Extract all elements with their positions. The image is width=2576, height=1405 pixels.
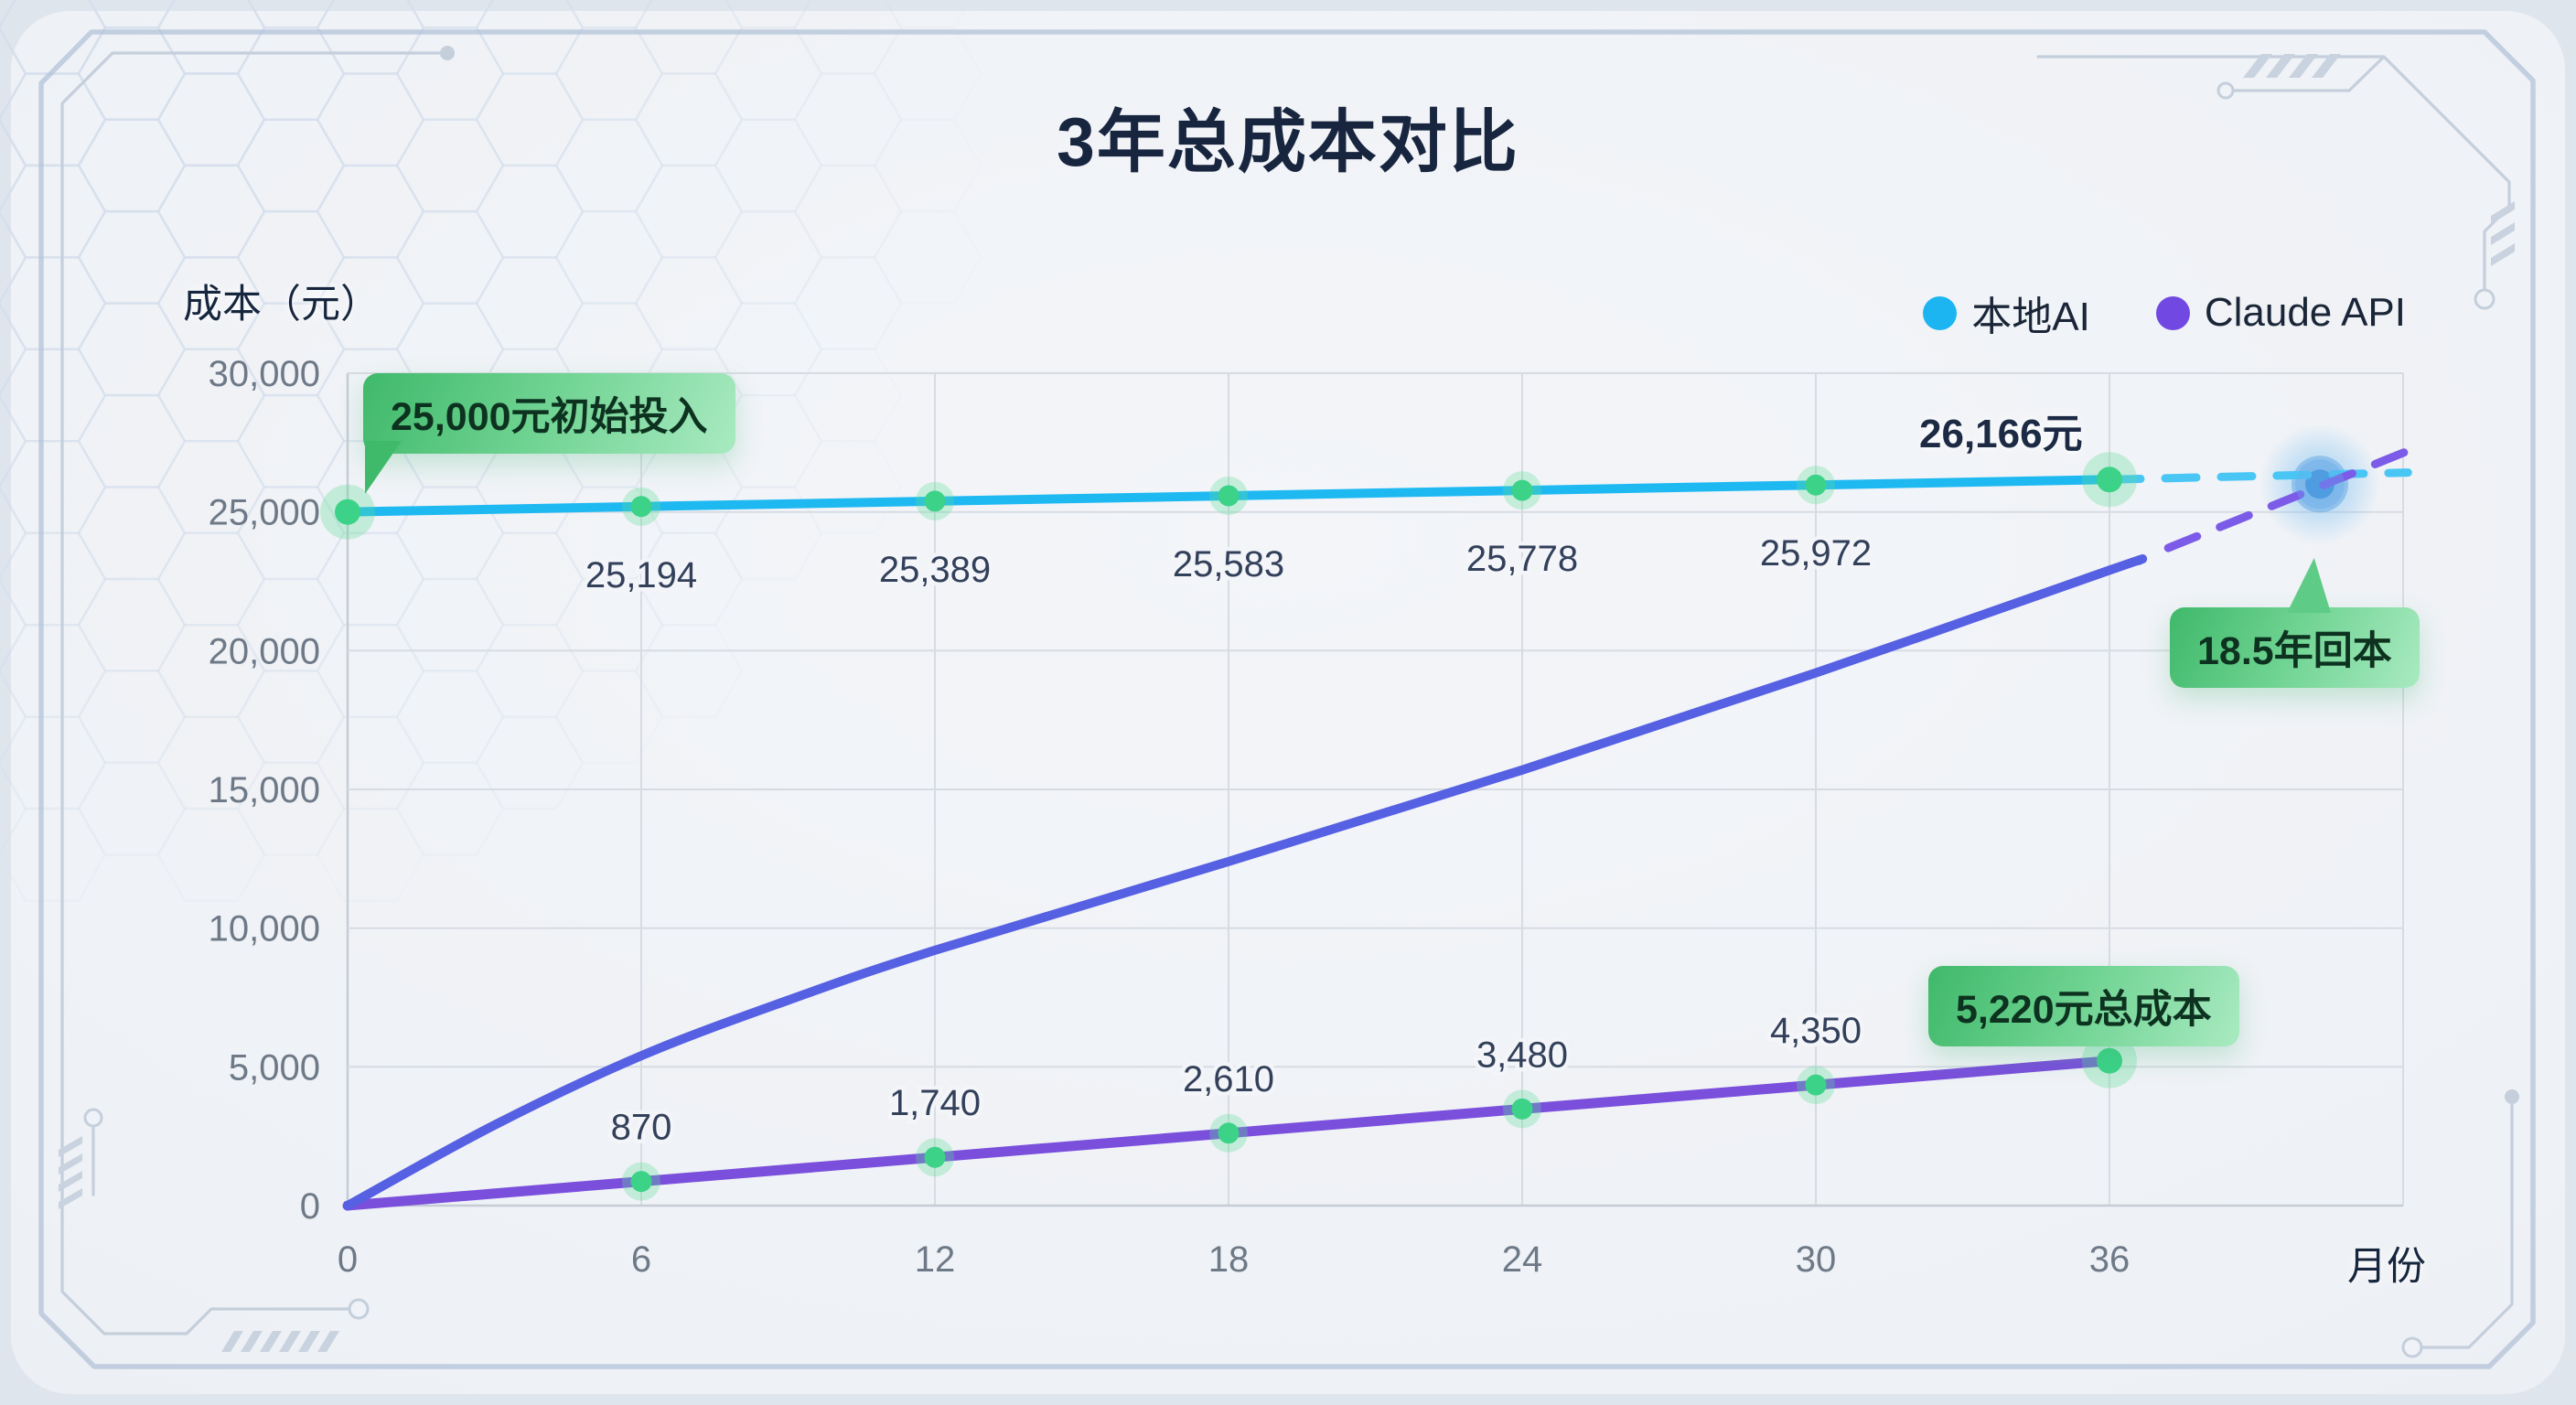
circuit-frame-outer	[38, 29, 2536, 1369]
x-tick-labels: 0 6 12 18 24 30 36	[338, 1239, 2130, 1280]
svg-text:3,480: 3,480	[1476, 1035, 1568, 1075]
legend-item-claude-api[interactable]: Claude API	[2155, 290, 2406, 336]
background-panel	[11, 11, 2565, 1394]
legend-label-local-ai: 本地AI	[1971, 295, 2090, 339]
series-line-2	[343, 554, 2147, 1210]
svg-text:4,350: 4,350	[1770, 1011, 1862, 1051]
svg-text:25,583: 25,583	[1173, 544, 1284, 585]
svg-text:6: 6	[631, 1239, 651, 1280]
annotation-api-total-cost: 5,220元总成本	[1928, 966, 2239, 1046]
legend-dot-local-ai-icon	[1923, 295, 1958, 330]
svg-text:2,610: 2,610	[1183, 1059, 1274, 1099]
svg-text:25,389: 25,389	[879, 550, 991, 590]
svg-text:24: 24	[1502, 1239, 1543, 1280]
svg-text:870: 870	[611, 1108, 672, 1148]
svg-text:5,000: 5,000	[229, 1047, 320, 1088]
series-point-labels-0: 25,194 25,389 25,583 25,778 25,972	[581, 530, 1875, 600]
hexagon-pattern	[0, 0, 982, 902]
svg-text:0: 0	[300, 1186, 320, 1227]
circuit-traces	[60, 46, 2519, 1358]
series-markers-1	[622, 1033, 2137, 1201]
svg-text:12: 12	[915, 1239, 956, 1280]
svg-text:10,000: 10,000	[209, 909, 320, 949]
series-markers-0	[320, 452, 2137, 540]
page-title: 3年总成本对比	[1057, 103, 1519, 180]
svg-text:25,194: 25,194	[585, 555, 697, 595]
local-ai-end-value-label: 26,166元	[1919, 412, 2083, 456]
svg-text:0: 0	[338, 1239, 358, 1280]
breakeven-glow-overlay	[2295, 459, 2345, 509]
annotation-breakeven: 18.5年回本	[2170, 558, 2420, 688]
legend-item-local-ai[interactable]: 本地AI	[1923, 284, 2090, 342]
svg-text:18: 18	[1208, 1239, 1250, 1280]
svg-text:25,778: 25,778	[1466, 539, 1578, 579]
series-dashed-extension-0	[2105, 468, 2412, 484]
hazard-stripes	[59, 54, 2515, 1352]
series-dashed-extension-2	[2163, 446, 2412, 552]
series-point-labels-1: 870 1,740 2,610 3,480 4,350	[606, 1007, 1865, 1153]
y-axis-title: 成本（元）	[183, 283, 380, 327]
x-axis-title: 月份	[2347, 1245, 2426, 1289]
svg-text:1,740: 1,740	[889, 1083, 981, 1123]
svg-text:15,000: 15,000	[209, 770, 320, 810]
svg-text:20,000: 20,000	[209, 631, 320, 671]
annotation-initial-investment: 25,000元初始投入	[363, 373, 735, 494]
svg-text:25,000: 25,000	[209, 493, 320, 533]
svg-text:25,972: 25,972	[1760, 533, 1872, 574]
svg-text:30,000: 30,000	[209, 354, 320, 394]
y-tick-labels: 0 5,000 10,000 15,000 20,000 25,000 30,000	[209, 354, 320, 1227]
svg-text:36: 36	[2089, 1239, 2131, 1280]
svg-text:30: 30	[1796, 1239, 1837, 1280]
legend-label-claude-api: Claude API	[2204, 290, 2406, 335]
legend-dot-claude-api-icon	[2155, 295, 2190, 330]
chart-legend: 本地AI Claude API	[1923, 284, 2406, 342]
